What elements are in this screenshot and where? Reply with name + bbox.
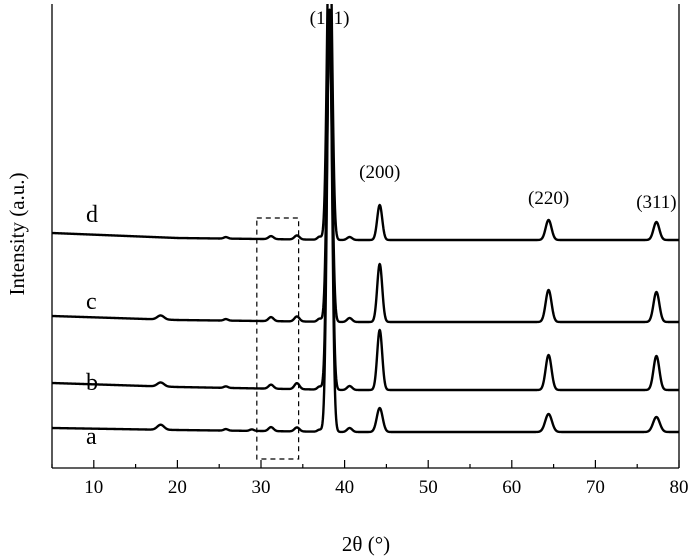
x-tick-label: 10 — [84, 477, 103, 498]
x-tick-label: 40 — [335, 477, 354, 498]
x-tick-label: 70 — [586, 477, 605, 498]
x-tick-label: 50 — [419, 477, 438, 498]
y-axis-title: Intensity (a.u.) — [5, 172, 29, 295]
trace-b — [52, 8, 679, 392]
trace-a — [52, 10, 679, 434]
peak-label: (311) — [636, 192, 676, 213]
trace-label-d: d — [86, 202, 98, 228]
highlight-box — [256, 217, 300, 460]
traces — [52, 4, 679, 434]
x-tick-label: 60 — [502, 477, 521, 498]
x-axis-title: 2θ (°) — [342, 532, 390, 556]
peak-label: (220) — [528, 188, 569, 209]
peak-label: (200) — [359, 162, 400, 183]
x-tick-label: 20 — [168, 477, 187, 498]
trace-label-c: c — [86, 289, 97, 315]
trace-c — [52, 20, 679, 324]
trace-d — [52, 4, 679, 242]
x-axis-ticks: 10 20 30 40 50 60 70 80 — [51, 460, 689, 498]
plot-area: a b c d (111) (200) (220) (311) — [51, 4, 680, 469]
trace-label-a: a — [86, 424, 97, 450]
peak-label: (111) — [310, 8, 350, 29]
x-tick-label: 80 — [670, 477, 689, 498]
trace-label-b: b — [86, 370, 98, 396]
x-tick-label: 30 — [252, 477, 271, 498]
